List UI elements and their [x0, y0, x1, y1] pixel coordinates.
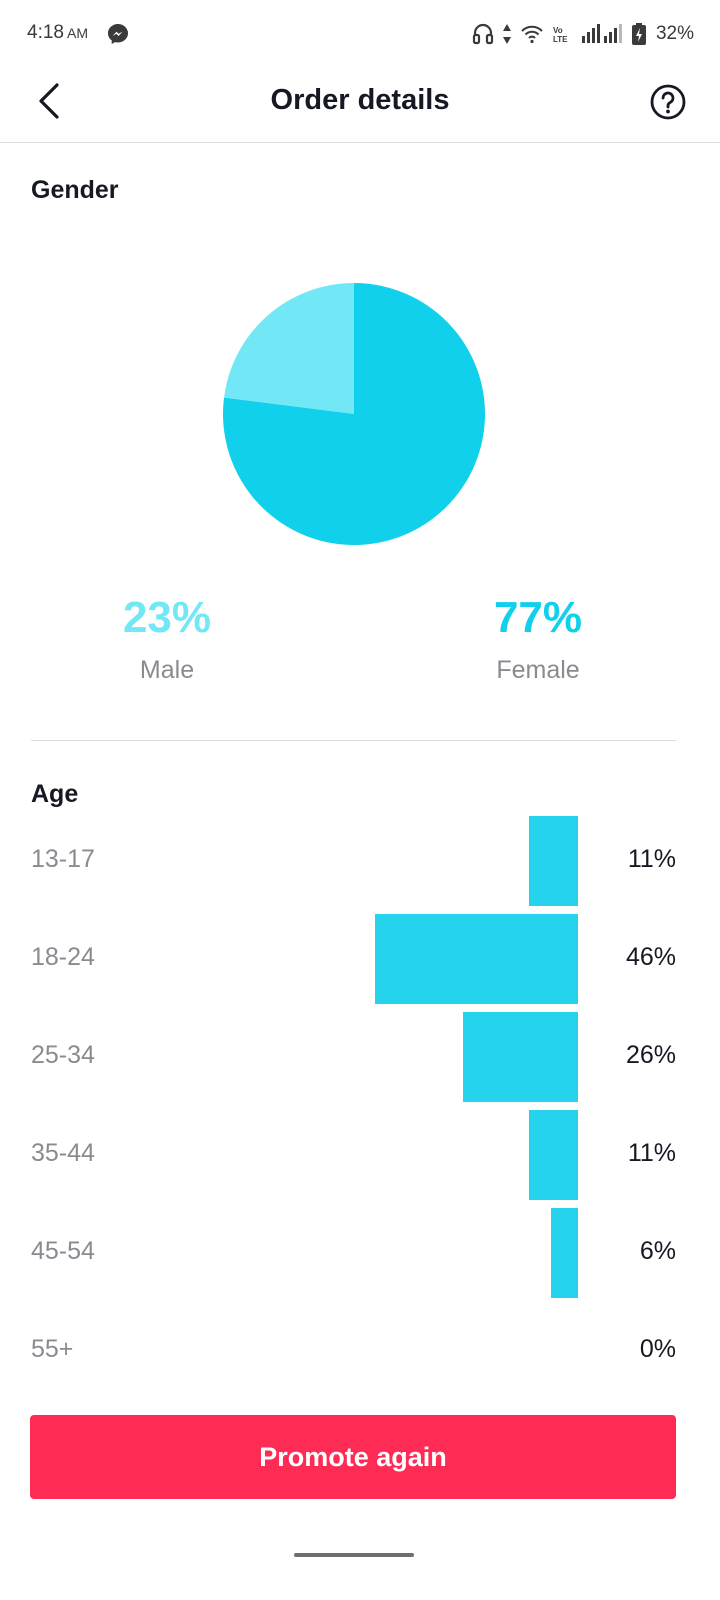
volte-icon: Vo LTE [552, 24, 574, 44]
gender-section-title: Gender [31, 176, 119, 204]
age-bar [463, 1012, 578, 1102]
svg-text:LTE: LTE [553, 35, 568, 44]
female-label: Female [496, 656, 580, 684]
age-row: 18-24 46% [0, 914, 720, 1004]
pie-slice-male [224, 283, 354, 414]
headphones-icon [472, 22, 494, 46]
battery-percent: 32% [655, 23, 694, 44]
age-row: 25-34 26% [0, 1012, 720, 1102]
home-indicator[interactable] [294, 1553, 414, 1557]
promote-again-button[interactable]: Promote again [30, 1415, 676, 1499]
status-time-ampm: AM [66, 25, 88, 41]
battery-icon [631, 23, 646, 45]
age-row: 45-54 6% [0, 1208, 720, 1298]
male-stat: 23% Male [67, 592, 267, 685]
age-percent: 26% [625, 1041, 676, 1069]
age-percent: 46% [625, 943, 676, 971]
app-header: Order details [0, 68, 720, 143]
age-bar [551, 1208, 578, 1298]
age-range-label: 55+ [31, 1335, 74, 1363]
age-percent: 11% [627, 1139, 676, 1167]
age-bar [529, 1110, 578, 1200]
age-range-label: 13-17 [31, 845, 95, 873]
age-percent: 0% [639, 1335, 676, 1363]
status-bar: 4:18 AM Vo LTE 32% [0, 0, 720, 68]
pie-slice-female [223, 283, 486, 545]
help-button[interactable] [646, 82, 690, 126]
age-percent: 11% [627, 845, 676, 873]
age-section-title: Age [31, 780, 79, 808]
age-row: 13-17 11% [0, 816, 720, 906]
page-title: Order details [270, 84, 450, 116]
age-row: 35-44 11% [0, 1110, 720, 1200]
age-range-label: 18-24 [31, 943, 95, 971]
data-arrows-icon [502, 23, 512, 45]
status-icons: Vo LTE 32% [472, 20, 694, 48]
age-row: 55+ 0% [0, 1306, 720, 1396]
age-bar [529, 816, 578, 906]
back-button[interactable] [24, 78, 74, 128]
messenger-icon [106, 22, 130, 46]
male-label: Male [139, 656, 195, 684]
svg-text:Vo: Vo [553, 26, 563, 35]
age-range-label: 45-54 [31, 1237, 95, 1265]
age-bar [374, 914, 578, 1004]
status-time: 4:18 AM [27, 22, 88, 44]
gender-pie-chart [223, 283, 486, 545]
question-circle-icon [650, 84, 686, 125]
status-time-value: 4:18 [27, 22, 64, 43]
age-range-label: 25-34 [31, 1041, 95, 1069]
section-divider [31, 740, 676, 741]
signal-icon [581, 24, 624, 44]
male-percent: 23% [122, 593, 212, 642]
wifi-icon [520, 24, 544, 44]
age-percent: 6% [639, 1237, 676, 1265]
female-percent: 77% [493, 593, 583, 642]
age-range-label: 35-44 [31, 1139, 95, 1167]
female-stat: 77% Female [438, 592, 638, 685]
chevron-left-icon [38, 82, 60, 124]
